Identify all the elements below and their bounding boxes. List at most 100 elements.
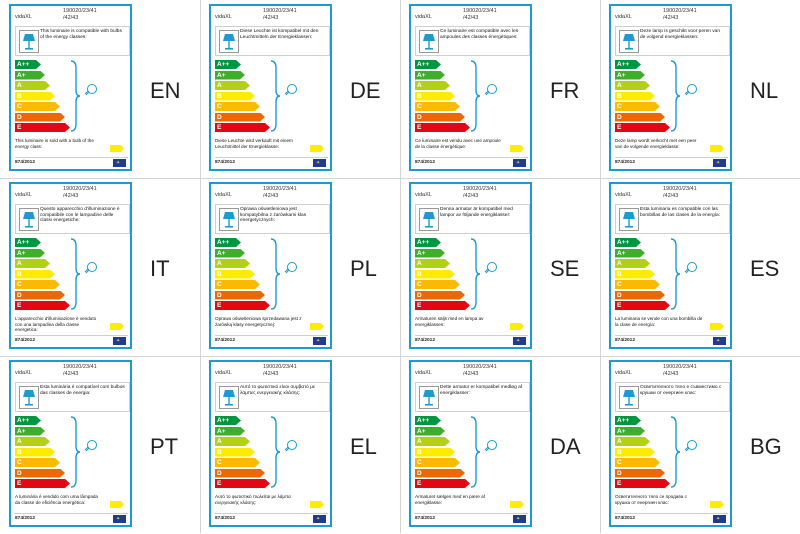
product-code-line: /42/43 [63, 15, 79, 21]
energy-class-bar: D [615, 291, 665, 300]
energy-class-bar: C [615, 102, 660, 111]
brace-icon [469, 60, 481, 137]
sold-with-section: Armaturen säljs med en lampa av energikl… [415, 315, 528, 333]
energy-class-label: D [217, 291, 222, 299]
regulation-footer: 874/2012 ✦ [215, 335, 328, 346]
energy-class-label: B [417, 270, 422, 278]
product-code-line: 190020/23/41 [263, 364, 297, 370]
energy-class-label: A [17, 438, 22, 445]
energy-class-label: A++ [17, 61, 30, 68]
eu-flag-icon: ✦ [713, 337, 726, 345]
language-code: DE [350, 78, 381, 103]
product-code-line: 190020/23/41 [63, 364, 97, 370]
regulation-footer: 874/2012 ✦ [615, 513, 728, 524]
compatibility-text: Ce luminaire est compatible avec les amp… [440, 29, 519, 40]
energy-class-bar: C [415, 102, 460, 111]
language-code: NL [750, 78, 779, 103]
sold-class-indicator [510, 501, 524, 508]
energy-class-bar: E [415, 123, 470, 132]
regulation-footer: 874/2012 ✦ [415, 335, 528, 346]
energy-class-bar: A+ [215, 427, 245, 436]
regulation-footer: 874/2012 ✦ [215, 513, 328, 524]
energy-class-label: D [617, 113, 622, 121]
energy-label-cell: vidaXL 190020/23/41/42/43 Diese Leuchte is… [200, 0, 400, 178]
energy-class-bar: A [15, 259, 50, 268]
energy-class-bar: D [215, 469, 265, 478]
regulation-footer: 874/2012 ✦ [415, 513, 528, 524]
energy-class-label: A++ [417, 61, 430, 68]
energy-class-bar: A+ [15, 249, 45, 258]
energy-label-cell: vidaXL 190020/23/41/42/43 This luminaire i… [0, 0, 200, 178]
energy-class-label: B [217, 270, 222, 278]
compatibility-text: Dette armatur er kompatibel medløg af en… [440, 385, 523, 396]
energy-class-bar: C [15, 458, 60, 467]
product-code-line: 190020/23/41 [663, 186, 697, 192]
energy-class-label: A+ [417, 71, 426, 79]
energy-scale: A++ A+ A B C D E [615, 60, 700, 136]
compatibility-header: Denna armatur är kompatibel med lampor a… [415, 204, 530, 234]
product-code-line: 190020/23/41 [463, 8, 497, 14]
product-code: 190020/23/41/42/43 [263, 186, 331, 200]
brace-icon [269, 238, 281, 315]
bulb-icon [283, 82, 299, 103]
energy-class-label: C [417, 459, 422, 466]
sold-with-section: Diese Leuchte wird verkauft mit einem Le… [215, 137, 328, 155]
energy-class-label: C [217, 103, 222, 110]
product-code-line: 190020/23/41 [663, 8, 697, 14]
energy-label: vidaXL 190020/23/41/42/43 This luminaire i… [9, 4, 132, 171]
energy-class-bar: A+ [615, 249, 645, 258]
eu-flag-icon: ✦ [713, 515, 726, 523]
lamp-icon [419, 386, 439, 409]
brand-name: vidaXL [215, 14, 232, 20]
eu-flag-icon: ✦ [113, 337, 126, 345]
energy-class-bar: D [415, 113, 465, 122]
energy-class-bar: A+ [15, 71, 45, 80]
grid-divider [400, 0, 401, 533]
energy-class-label: C [617, 459, 622, 466]
sold-with-section: Αυτό το φωτιστικό πωλείται με λάμπα ενερ… [215, 493, 328, 511]
sold-with-text: Αυτό το φωτιστικό πωλείται με λάμπα ενερ… [215, 494, 291, 505]
energy-class-label: A+ [417, 249, 426, 257]
regulation-footer: 874/2012 ✦ [615, 157, 728, 168]
energy-class-bar: A+ [15, 427, 45, 436]
brace-icon [469, 238, 481, 315]
energy-class-label: A+ [17, 427, 26, 435]
sold-class-indicator [110, 501, 124, 508]
energy-class-bar: A++ [15, 416, 41, 425]
energy-class-bar: C [15, 280, 60, 289]
energy-class-bar: E [15, 123, 70, 132]
energy-class-label: B [217, 448, 222, 456]
eu-flag-icon: ✦ [113, 515, 126, 523]
sold-class-indicator [510, 323, 524, 330]
bulb-icon [483, 438, 499, 459]
compatibility-text: Esta luminaria es compatible con las bom… [640, 207, 720, 218]
energy-scale: A++ A+ A B C D E [15, 238, 100, 314]
sold-with-section: Armaturet sælges med en pære af energikl… [415, 493, 528, 511]
product-code-line: /42/43 [463, 15, 479, 21]
sold-with-section: A luminária é vendido com uma lâmpada da… [15, 493, 128, 511]
brace-icon [269, 60, 281, 137]
energy-class-label: A [617, 82, 622, 89]
sold-class-indicator [110, 145, 124, 152]
product-code: 190020/23/41/42/43 [63, 186, 131, 200]
regulation-number: 874/2012 [415, 338, 436, 343]
lamp-icon [219, 386, 239, 409]
energy-scale: A++ A+ A B C D E [415, 416, 500, 492]
energy-class-bar: E [215, 479, 270, 488]
product-code: 190020/23/41/42/43 [463, 364, 531, 378]
product-code-line: 190020/23/41 [63, 186, 97, 192]
regulation-footer: 874/2012 ✦ [615, 335, 728, 346]
compatibility-text: This luminaire is compatible with bulbs … [40, 29, 122, 40]
energy-class-label: B [617, 448, 622, 456]
energy-label-cell: vidaXL 190020/23/41/42/43 Oprawa oświetlen… [200, 178, 400, 356]
compatibility-header: This luminaire is compatible with bulbs … [15, 26, 130, 56]
energy-class-label: A [217, 82, 222, 89]
sold-with-text: Deze lamp wordt verkocht met een peer va… [615, 138, 697, 149]
bulb-icon [83, 260, 99, 281]
energy-class-label: A++ [617, 239, 630, 246]
energy-class-bar: D [215, 113, 265, 122]
language-code: PT [150, 434, 179, 459]
lamp-icon [219, 208, 239, 231]
brand-name: vidaXL [415, 14, 432, 20]
